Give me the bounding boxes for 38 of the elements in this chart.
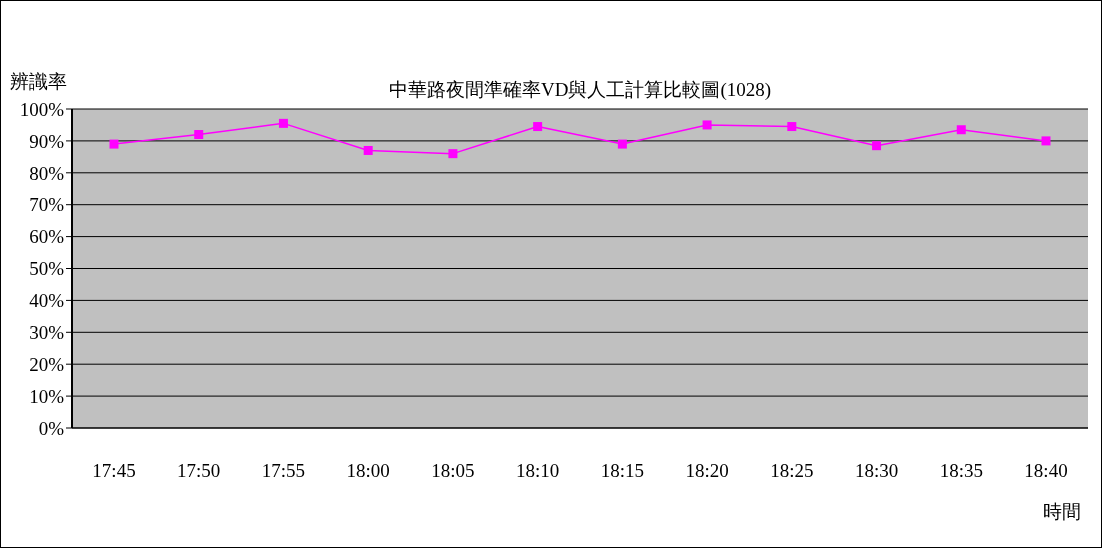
x-tick-label: 17:50 bbox=[177, 460, 221, 482]
x-tick-label: 17:45 bbox=[92, 460, 136, 482]
y-tick-label: 60% bbox=[29, 226, 65, 248]
point bbox=[787, 122, 797, 132]
point bbox=[702, 120, 712, 130]
point bbox=[278, 118, 288, 128]
x-tick-label: 18:05 bbox=[431, 460, 475, 482]
point bbox=[1041, 136, 1051, 146]
y-tick-label: 30% bbox=[29, 322, 65, 344]
y-tick-label: 70% bbox=[29, 194, 65, 216]
x-tick-label: 17:55 bbox=[261, 460, 306, 482]
point bbox=[617, 139, 627, 149]
point bbox=[194, 130, 204, 140]
x-tick-label: 18:10 bbox=[516, 460, 560, 482]
point bbox=[956, 125, 966, 135]
y-tick-label: 100% bbox=[19, 98, 65, 120]
x-tick-label: 18:20 bbox=[685, 460, 729, 482]
x-tick-label: 18:35 bbox=[939, 460, 983, 482]
y-tick-label: 80% bbox=[29, 162, 65, 184]
point bbox=[363, 145, 373, 155]
x-tick-label: 18:00 bbox=[346, 460, 390, 482]
x-tick-label: 18:25 bbox=[770, 460, 814, 482]
point bbox=[109, 139, 119, 149]
point bbox=[872, 141, 882, 151]
x-tick-label: 18:15 bbox=[600, 460, 644, 482]
point bbox=[448, 149, 458, 159]
y-tick-label: 90% bbox=[29, 130, 65, 152]
y-tick-label: 50% bbox=[29, 258, 65, 280]
x-tick-label: 18:30 bbox=[854, 460, 899, 482]
x-axis-title: 時間 bbox=[1043, 500, 1081, 524]
y-tick-label: 10% bbox=[29, 385, 65, 407]
y-tick-label: 20% bbox=[29, 353, 65, 375]
x-tick-label: 18:40 bbox=[1024, 460, 1068, 482]
y-tick-label: 0% bbox=[38, 417, 65, 439]
y-axis-title: 辨識率 bbox=[10, 70, 67, 94]
chart-title: 中華路夜間準確率VD與人工計算比較圖(1028) bbox=[388, 79, 772, 100]
point bbox=[533, 122, 543, 132]
y-tick-label: 40% bbox=[29, 290, 65, 312]
